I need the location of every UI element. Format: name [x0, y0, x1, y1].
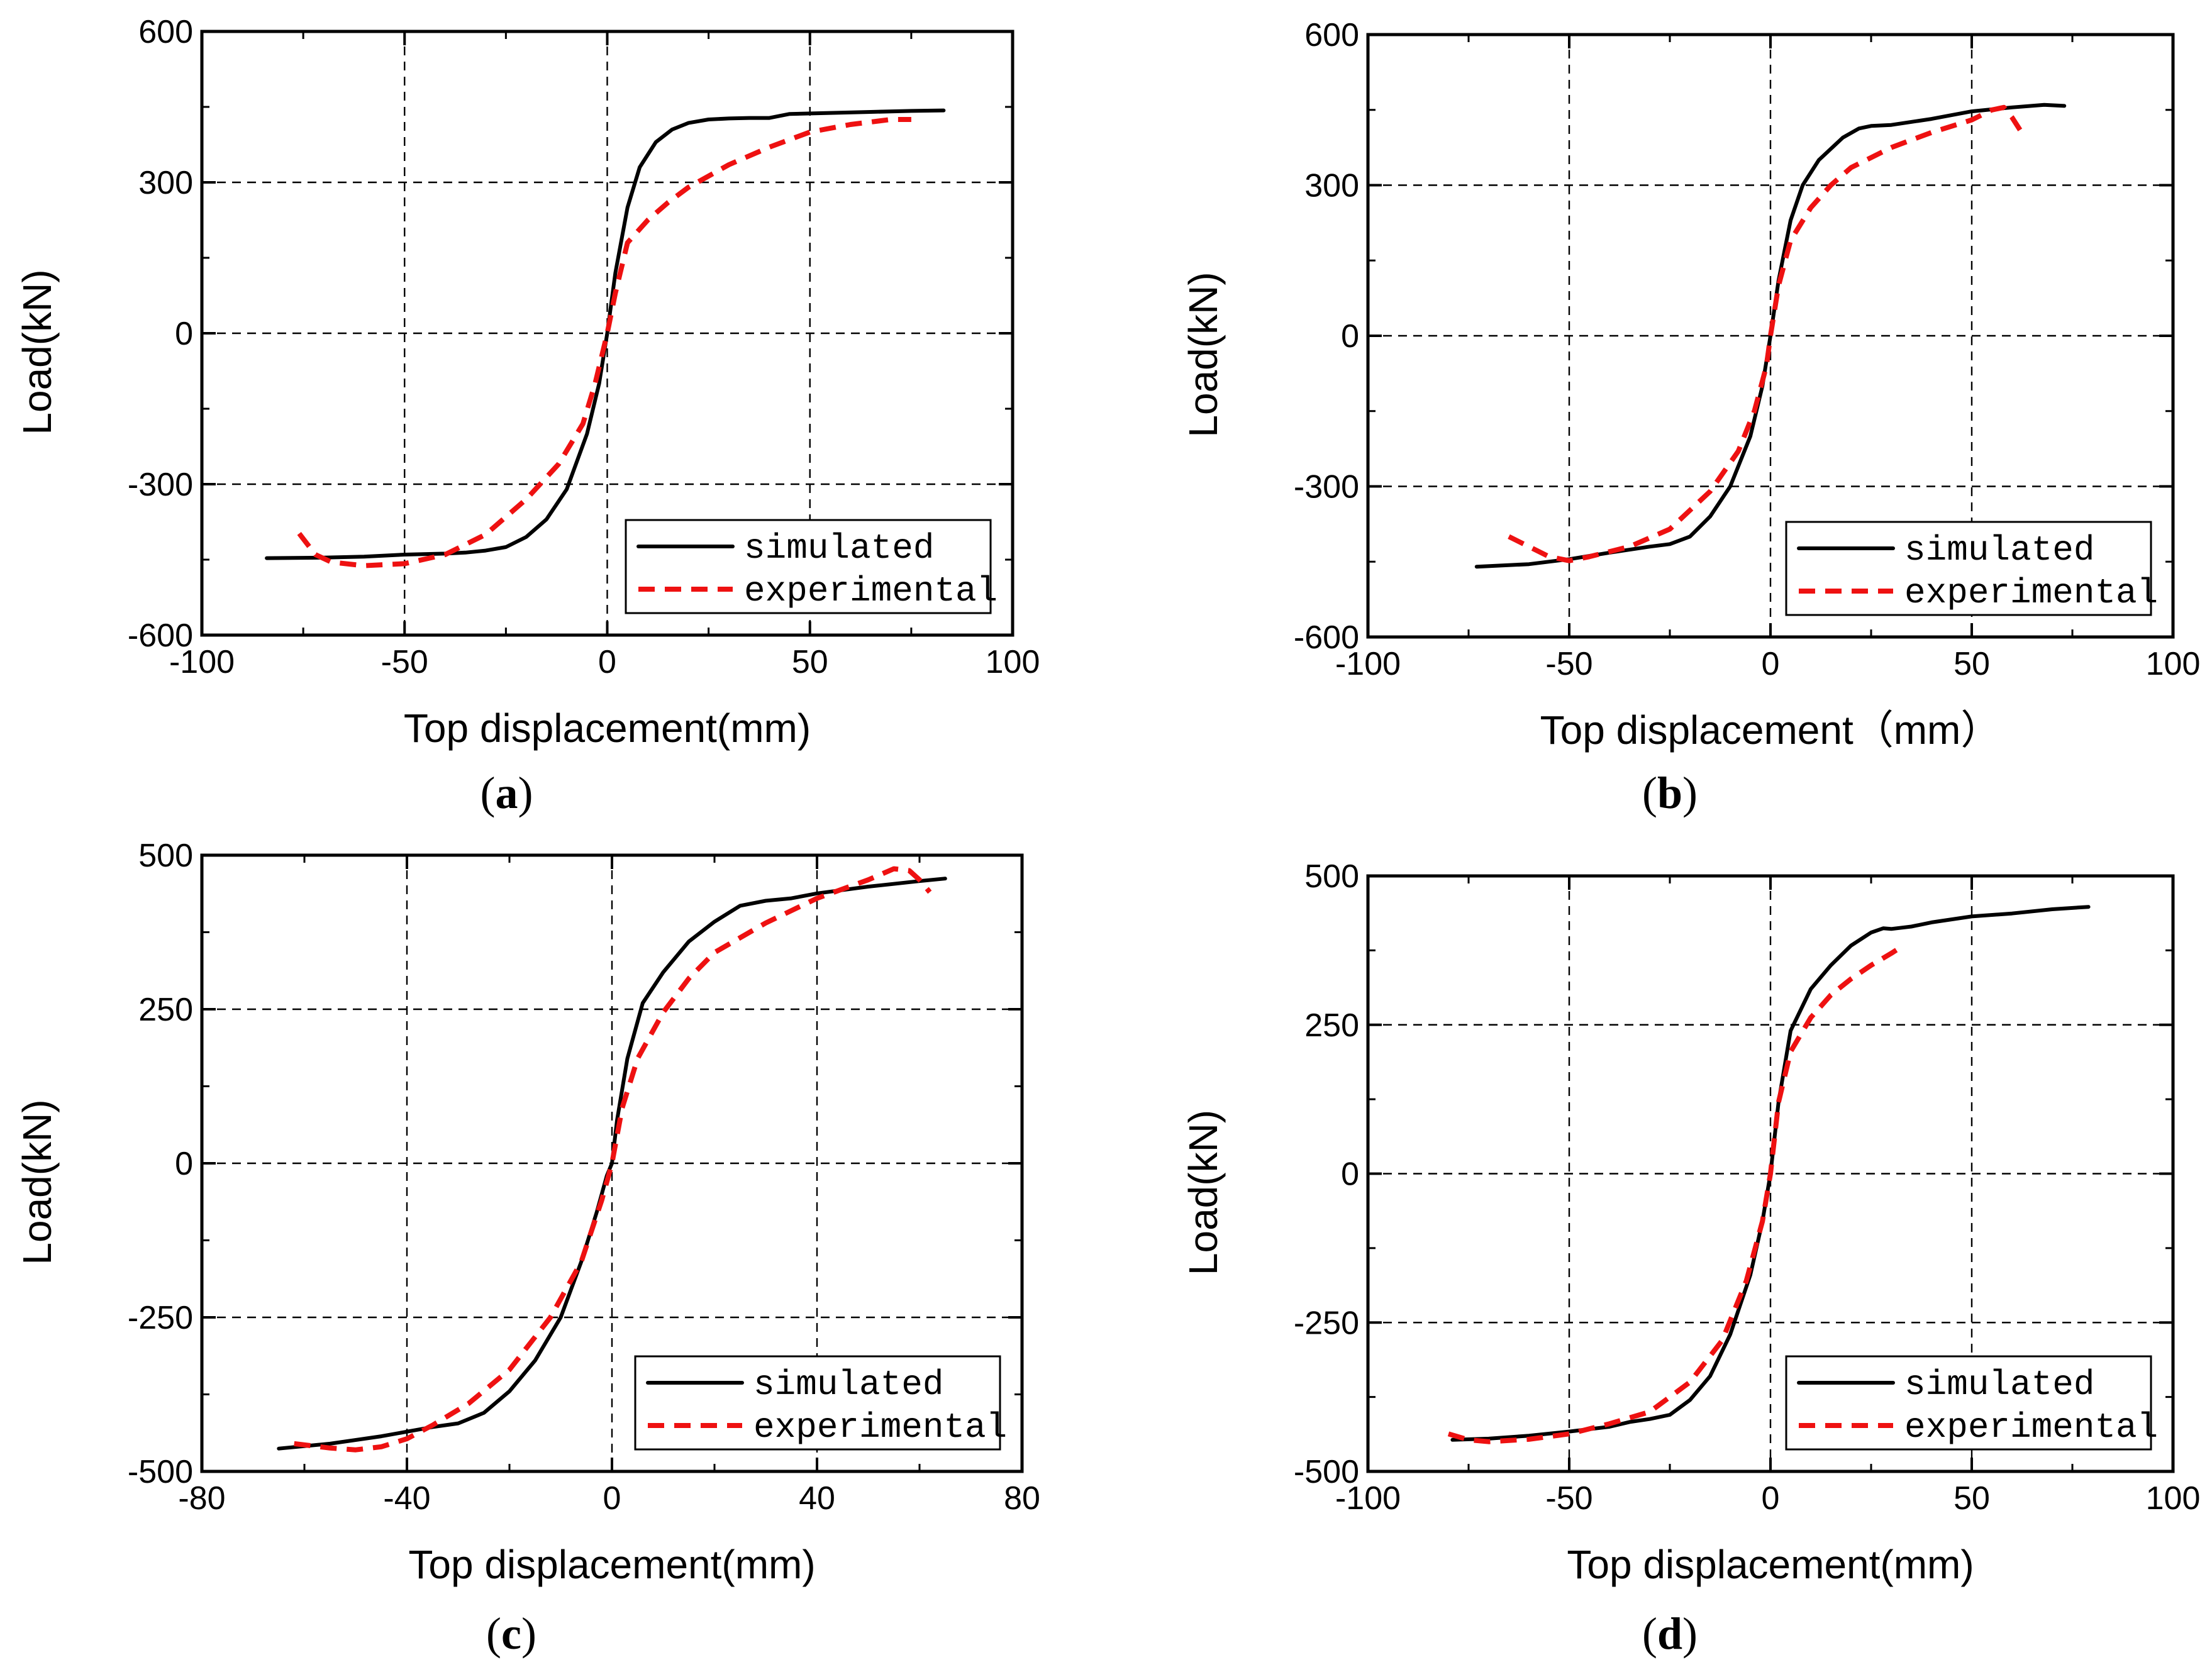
y-tick-label: 300	[1304, 168, 1359, 204]
y-tick-label: 250	[138, 992, 193, 1028]
panel-caption: (b)	[1642, 768, 1698, 818]
simulated-series-line	[277, 877, 947, 1451]
x-tick-label: 0	[598, 644, 616, 680]
y-tick-label: -300	[1294, 469, 1359, 506]
x-axis-title: Top displacement（mm）	[1540, 707, 2001, 753]
chart-panel-c: -80 -40 0 40 80 -500 -250 0 250 500 Top displaceme…	[14, 838, 1040, 1659]
x-tick-label: 40	[799, 1480, 835, 1517]
y-tick-label: 0	[1341, 1156, 1359, 1193]
legend-label-experimental: experimental	[753, 1407, 1007, 1448]
y-tick-label: -250	[1294, 1305, 1359, 1341]
x-tick-label: -100	[1335, 646, 1401, 682]
x-tick-label: -50	[1545, 646, 1592, 682]
chart-panel-a: -100 -50 0 50 100 -600 -300 0 300 600 Top displace…	[14, 14, 1040, 818]
x-tick-label: 0	[1762, 646, 1780, 682]
y-tick-label: -300	[128, 467, 193, 503]
y-tick-label: -250	[128, 1300, 193, 1336]
x-tick-label: 100	[2146, 1480, 2201, 1517]
plot-frame	[200, 853, 1024, 1473]
legend-label-simulated: simulated	[744, 528, 934, 568]
y-tick-label: 0	[175, 1146, 193, 1182]
legend-label-simulated: simulated	[753, 1365, 943, 1405]
experimental-series-line	[297, 117, 911, 568]
x-tick-label: 50	[1954, 1480, 1990, 1517]
y-tick-label: 500	[1304, 858, 1359, 895]
simulated-series-line	[265, 108, 946, 560]
x-tick-label: 100	[2146, 646, 2201, 682]
x-tick-label: -80	[178, 1480, 225, 1517]
x-tick-label: -40	[383, 1480, 430, 1517]
legend-box	[634, 1355, 1001, 1451]
y-axis-title: Load(kN)	[14, 1099, 60, 1265]
y-tick-label: 600	[1304, 17, 1359, 53]
y-axis-title: Load(kN)	[14, 269, 60, 435]
plot-frame	[200, 30, 1014, 637]
legend-box	[625, 519, 992, 614]
legend-label-experimental: experimental	[1904, 1407, 2158, 1448]
y-tick-label: -500	[128, 1454, 193, 1490]
simulated-series-line	[1450, 905, 2091, 1442]
experimental-series-line	[294, 866, 932, 1453]
y-tick-label: 250	[1304, 1007, 1359, 1044]
x-axis-title: Top displacement(mm)	[408, 1542, 815, 1587]
x-tick-label: 50	[1954, 646, 1990, 682]
x-tick-label: -50	[1545, 1480, 1592, 1517]
y-axis-title: Load(kN)	[1181, 1110, 1226, 1275]
plot-frame	[1366, 33, 2175, 639]
legend-label-experimental: experimental	[1904, 573, 2158, 613]
panel-letter: a	[496, 768, 518, 818]
y-tick-label: 500	[138, 838, 193, 874]
legend-label-simulated: simulated	[1904, 1365, 2094, 1405]
panel-caption: (a)	[481, 768, 533, 818]
y-tick-label: 0	[1341, 318, 1359, 355]
x-axis-title: Top displacement(mm)	[1567, 1542, 1974, 1587]
panel-caption: (c)	[486, 1608, 536, 1659]
x-tick-label: -100	[1335, 1480, 1401, 1517]
y-tick-label: 0	[175, 316, 193, 352]
panel-caption: (d)	[1642, 1608, 1698, 1659]
x-tick-label: 50	[792, 644, 828, 680]
legend-box	[1785, 521, 2152, 616]
y-tick-label: 300	[138, 165, 193, 201]
x-tick-label: 0	[1762, 1480, 1780, 1517]
x-tick-label: 0	[603, 1480, 621, 1517]
experimental-series-line	[1447, 943, 1905, 1444]
experimental-series-line	[1508, 104, 2023, 563]
x-axis-title: Top displacement(mm)	[404, 706, 811, 751]
y-tick-label: -500	[1294, 1454, 1359, 1490]
x-tick-label: -100	[169, 644, 235, 680]
y-axis-title: Load(kN)	[1181, 272, 1226, 437]
panel-letter: c	[501, 1608, 521, 1659]
panel-letter: b	[1657, 768, 1682, 818]
x-tick-label: 80	[1004, 1480, 1040, 1517]
y-tick-label: 600	[138, 14, 193, 50]
legend-label-simulated: simulated	[1904, 530, 2094, 570]
legend-label-experimental: experimental	[744, 571, 998, 611]
x-tick-label: -50	[381, 644, 428, 680]
plot-frame	[1366, 874, 2175, 1473]
y-tick-label: -600	[1294, 619, 1359, 656]
y-tick-label: -600	[128, 617, 193, 654]
legend-box	[1785, 1355, 2152, 1451]
x-tick-label: 100	[986, 644, 1040, 680]
panel-letter: d	[1657, 1608, 1682, 1659]
chart-panel-b: -100 -50 0 50 100 -600 -300 0 300 600 Top displace…	[1181, 17, 2200, 818]
